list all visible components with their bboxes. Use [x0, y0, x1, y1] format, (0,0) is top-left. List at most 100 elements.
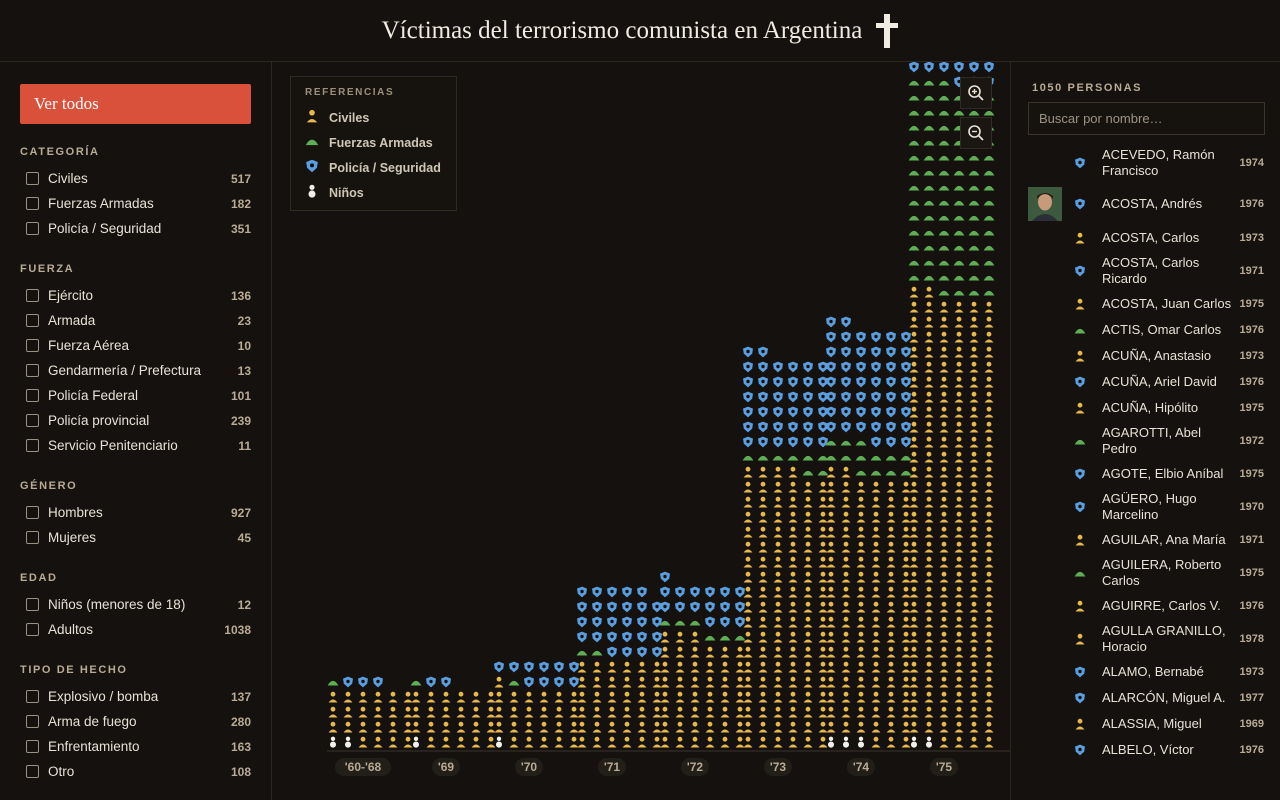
victim-mark-civil[interactable]: [939, 361, 949, 373]
victim-mark-civil[interactable]: [788, 721, 798, 733]
victim-mark-civil[interactable]: [856, 556, 866, 568]
victim-mark-civil[interactable]: [758, 706, 768, 718]
person-row[interactable]: ACUÑA, Anastasio 1973: [1028, 343, 1264, 369]
victim-mark-civil[interactable]: [954, 346, 964, 358]
victim-mark-civil[interactable]: [592, 691, 602, 703]
victim-mark-civil[interactable]: [743, 736, 753, 748]
victim-mark-army[interactable]: [908, 155, 920, 161]
victim-mark-police[interactable]: [705, 586, 715, 598]
victim-mark-police[interactable]: [826, 421, 836, 433]
filter-checkbox[interactable]: [26, 222, 39, 235]
victim-mark-army[interactable]: [938, 215, 950, 221]
victim-mark-civil[interactable]: [886, 481, 896, 493]
victim-mark-army[interactable]: [923, 215, 935, 221]
victim-mark-civil[interactable]: [871, 571, 881, 583]
victim-mark-police[interactable]: [886, 361, 896, 373]
victim-mark-army[interactable]: [953, 290, 965, 296]
victim-mark-civil[interactable]: [456, 691, 466, 703]
victim-mark-army[interactable]: [742, 455, 754, 461]
victim-mark-civil[interactable]: [841, 646, 851, 658]
victim-mark-civil[interactable]: [969, 556, 979, 568]
victim-mark-civil[interactable]: [675, 721, 685, 733]
victim-mark-police[interactable]: [788, 436, 798, 448]
victim-mark-police[interactable]: [758, 346, 768, 358]
filter-option[interactable]: Mujeres 45: [20, 525, 251, 550]
victim-mark-civil[interactable]: [939, 421, 949, 433]
victim-mark-police[interactable]: [577, 616, 587, 628]
victim-mark-civil[interactable]: [901, 721, 911, 733]
victim-mark-civil[interactable]: [969, 691, 979, 703]
filter-checkbox[interactable]: [26, 314, 39, 327]
victim-mark-civil[interactable]: [909, 331, 919, 343]
victim-mark-civil[interactable]: [924, 436, 934, 448]
victim-mark-civil[interactable]: [690, 631, 700, 643]
victim-mark-army[interactable]: [908, 110, 920, 116]
victim-mark-police[interactable]: [901, 421, 911, 433]
victim-mark-police[interactable]: [622, 601, 632, 613]
victim-mark-civil[interactable]: [788, 496, 798, 508]
victim-mark-civil[interactable]: [909, 706, 919, 718]
victim-mark-civil[interactable]: [871, 481, 881, 493]
victim-mark-army[interactable]: [953, 260, 965, 266]
filter-option[interactable]: Enfrentamiento 163: [20, 734, 251, 759]
victim-mark-civil[interactable]: [803, 721, 813, 733]
victim-mark-police[interactable]: [909, 62, 919, 73]
year-tick-label[interactable]: '72: [687, 760, 704, 774]
victim-mark-police[interactable]: [856, 331, 866, 343]
victim-mark-civil[interactable]: [909, 316, 919, 328]
victim-mark-army[interactable]: [908, 140, 920, 146]
victim-mark-police[interactable]: [652, 601, 662, 613]
victim-mark-police[interactable]: [871, 421, 881, 433]
victim-mark-civil[interactable]: [924, 511, 934, 523]
victim-mark-civil[interactable]: [773, 631, 783, 643]
victim-mark-army[interactable]: [704, 635, 716, 641]
victim-mark-police[interactable]: [803, 406, 813, 418]
victim-mark-civil[interactable]: [954, 631, 964, 643]
victim-mark-civil[interactable]: [909, 646, 919, 658]
victim-mark-civil[interactable]: [969, 451, 979, 463]
zoom-in-button[interactable]: [960, 77, 992, 109]
victim-mark-army[interactable]: [938, 185, 950, 191]
victim-mark-army[interactable]: [908, 260, 920, 266]
filter-checkbox[interactable]: [26, 289, 39, 302]
victim-mark-police[interactable]: [969, 62, 979, 73]
victim-mark-civil[interactable]: [358, 721, 368, 733]
victim-mark-civil[interactable]: [803, 706, 813, 718]
victim-mark-police[interactable]: [773, 421, 783, 433]
victim-mark-civil[interactable]: [818, 556, 828, 568]
victim-mark-civil[interactable]: [524, 721, 534, 733]
victim-mark-army[interactable]: [900, 455, 912, 461]
victim-mark-civil[interactable]: [773, 586, 783, 598]
victim-mark-civil[interactable]: [569, 721, 579, 733]
victim-mark-civil[interactable]: [924, 526, 934, 538]
victim-mark-civil[interactable]: [939, 586, 949, 598]
victim-mark-civil[interactable]: [743, 721, 753, 733]
victim-mark-police[interactable]: [743, 436, 753, 448]
victim-mark-civil[interactable]: [826, 526, 836, 538]
victim-mark-civil[interactable]: [803, 676, 813, 688]
victim-mark-civil[interactable]: [984, 616, 994, 628]
victim-mark-civil[interactable]: [886, 511, 896, 523]
show-all-button[interactable]: Ver todos: [20, 84, 251, 124]
victim-mark-army[interactable]: [983, 200, 995, 206]
victim-mark-civil[interactable]: [788, 466, 798, 478]
victim-mark-civil[interactable]: [969, 676, 979, 688]
victim-mark-police[interactable]: [871, 376, 881, 388]
victim-mark-police[interactable]: [569, 661, 579, 673]
victim-mark-army[interactable]: [983, 170, 995, 176]
filter-option[interactable]: Fuerza Aérea 10: [20, 333, 251, 358]
victim-mark-army[interactable]: [772, 455, 784, 461]
victim-mark-civil[interactable]: [871, 736, 881, 748]
victim-mark-civil[interactable]: [675, 736, 685, 748]
victim-mark-civil[interactable]: [841, 661, 851, 673]
victim-mark-army[interactable]: [968, 215, 980, 221]
filter-option[interactable]: Ejército 136: [20, 283, 251, 308]
victim-mark-civil[interactable]: [856, 631, 866, 643]
victim-mark-army[interactable]: [825, 455, 837, 461]
victim-mark-civil[interactable]: [607, 676, 617, 688]
victim-mark-civil[interactable]: [788, 556, 798, 568]
victim-mark-police[interactable]: [818, 421, 828, 433]
victim-mark-civil[interactable]: [984, 496, 994, 508]
victim-mark-civil[interactable]: [758, 691, 768, 703]
victim-mark-child[interactable]: [843, 736, 849, 748]
